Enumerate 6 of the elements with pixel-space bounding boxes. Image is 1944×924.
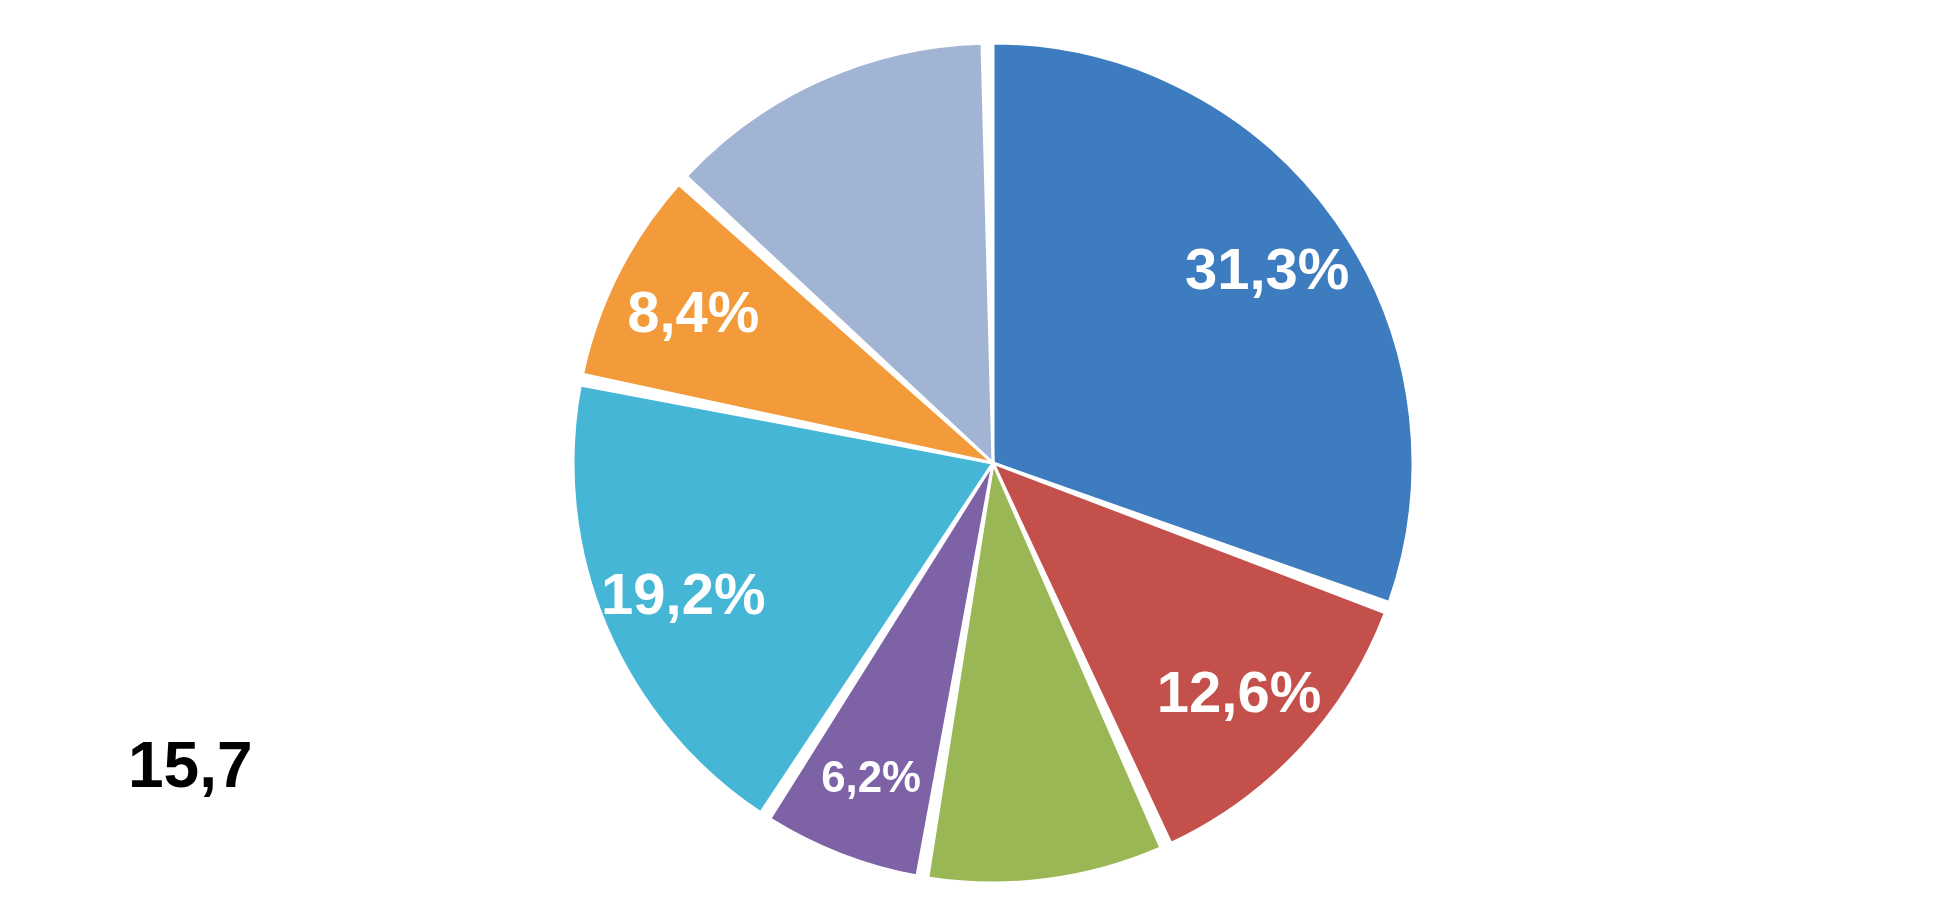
text: 15,7 <box>128 728 253 802</box>
data-label: 31,3% <box>1184 236 1350 302</box>
data-label: 19,2% <box>601 560 766 626</box>
data-label: 12,6% <box>1156 659 1322 725</box>
data-label: 8,4% <box>627 278 760 344</box>
data-label: 6,2% <box>821 751 922 801</box>
